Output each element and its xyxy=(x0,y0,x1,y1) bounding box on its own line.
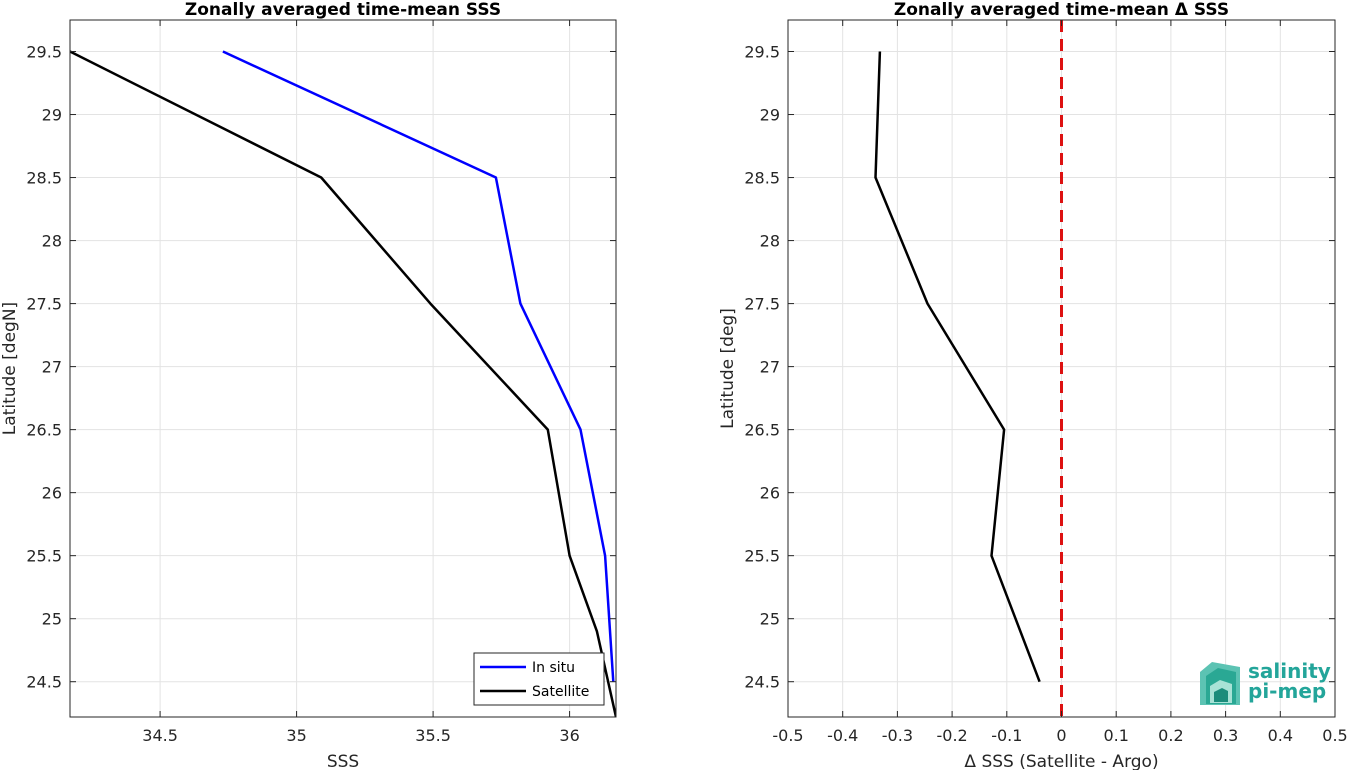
y-tick-label-7: 28 xyxy=(760,232,780,251)
x-tick-label-10: 0.5 xyxy=(1322,726,1347,745)
legend: In situ Satellite xyxy=(473,652,605,706)
y-tick-label-3: 26 xyxy=(42,484,62,503)
x-tick-label-2: 35.5 xyxy=(415,726,451,745)
y-tick-label-1: 25 xyxy=(42,610,62,629)
y-axis-label: Latitude [degN] xyxy=(0,302,20,435)
x-tick-label-1: -0.4 xyxy=(827,726,858,745)
legend-label-1: Satellite xyxy=(532,684,589,700)
x-axis-label: SSS xyxy=(327,752,359,770)
x-tick-label-8: 0.3 xyxy=(1213,726,1238,745)
y-tick-label-7: 28 xyxy=(42,232,62,251)
chart-title: Zonally averaged time-mean SSS xyxy=(185,0,501,20)
x-tick-label-7: 0.2 xyxy=(1158,726,1183,745)
y-tick-label-8: 28.5 xyxy=(26,169,62,188)
x-tick-label-3: 36 xyxy=(559,726,579,745)
x-tick-label-3: -0.2 xyxy=(936,726,967,745)
x-tick-label-0: -0.5 xyxy=(772,726,803,745)
y-tick-label-8: 28.5 xyxy=(744,169,780,188)
y-tick-label-5: 27 xyxy=(760,358,780,377)
y-tick-label-0: 24.5 xyxy=(744,673,780,692)
x-tick-label-6: 0.1 xyxy=(1103,726,1128,745)
axes-frame xyxy=(69,19,617,718)
legend-label-0: In situ xyxy=(532,660,575,676)
y-tick-label-6: 27.5 xyxy=(744,295,780,314)
y-tick-label-1: 25 xyxy=(760,610,780,629)
y-tick-label-10: 29.5 xyxy=(26,43,62,62)
chart-title: Zonally averaged time-mean Δ SSS xyxy=(894,0,1229,20)
y-tick-label-10: 29.5 xyxy=(744,43,780,62)
y-tick-label-4: 26.5 xyxy=(744,421,780,440)
x-tick-label-1: 35 xyxy=(286,726,306,745)
y-tick-label-2: 25.5 xyxy=(744,547,780,566)
logo-line2: pi-mep xyxy=(1248,679,1326,703)
y-axis-label: Latitude [deg] xyxy=(718,308,738,429)
logo-wave-icon xyxy=(1200,662,1240,705)
y-tick-label-2: 25.5 xyxy=(26,547,62,566)
series-line-0 xyxy=(874,51,1041,683)
y-tick-label-6: 27.5 xyxy=(26,295,62,314)
plot-area xyxy=(70,20,616,717)
legend-box xyxy=(473,652,605,706)
x-tick-label-4: -0.1 xyxy=(991,726,1022,745)
x-tick-label-5: 0 xyxy=(1056,726,1066,745)
x-tick-label-2: -0.3 xyxy=(882,726,913,745)
y-tick-label-0: 24.5 xyxy=(26,673,62,692)
logo-line1: salinity xyxy=(1248,659,1331,683)
y-tick-label-9: 29 xyxy=(760,106,780,125)
series-line-satellite xyxy=(70,50,616,717)
y-tick-label-4: 26.5 xyxy=(26,421,62,440)
x-tick-label-0: 34.5 xyxy=(142,726,178,745)
panel-sss: 34.5 35 35.5 36 24.5 25 25.5 26 26.5 27 27.5 28 28.5… xyxy=(0,0,617,770)
x-axis-label: Δ SSS (Satellite - Argo) xyxy=(964,752,1158,770)
panel-delta-sss: -0.5 -0.4 -0.3 -0.2 -0.1 0 0.1 0.2 0.3 0.4 0.5 24.5… xyxy=(718,0,1347,770)
salinity-pi-mep-logo: salinity pi-mep xyxy=(1200,659,1331,705)
series-line-in-situ xyxy=(222,50,615,682)
y-tick-label-9: 29 xyxy=(42,106,62,125)
y-tick-label-5: 27 xyxy=(42,358,62,377)
y-tick-label-3: 26 xyxy=(760,484,780,503)
x-tick-label-9: 0.4 xyxy=(1268,726,1293,745)
